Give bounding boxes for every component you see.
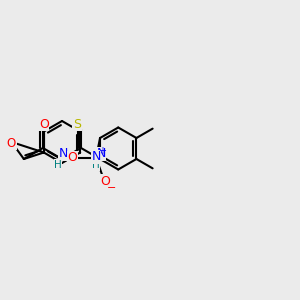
Text: −: − [107,184,116,194]
Text: +: + [98,146,106,156]
Text: O: O [68,151,77,164]
Text: O: O [7,136,16,149]
Text: S: S [73,118,81,131]
Text: O: O [39,118,49,131]
Text: N: N [58,148,68,160]
Text: H: H [92,160,100,170]
Text: O: O [100,175,110,188]
Text: N: N [92,150,101,163]
Text: H: H [54,160,62,170]
Text: N: N [96,148,106,160]
